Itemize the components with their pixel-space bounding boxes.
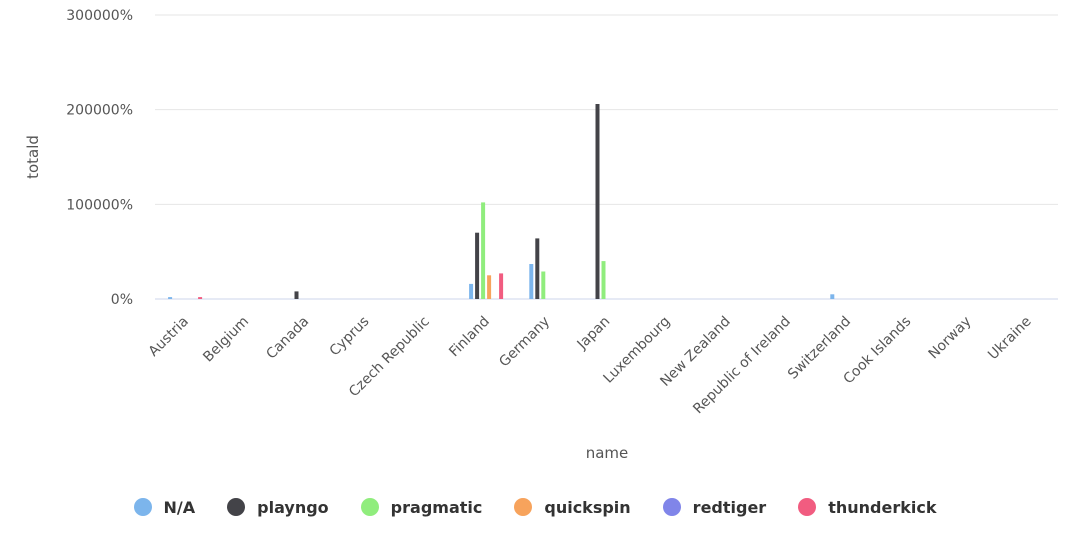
- legend-item-pragmatic[interactable]: pragmatic: [360, 497, 483, 517]
- legend-label: quickspin: [544, 497, 631, 517]
- legend-marker: [514, 498, 533, 516]
- x-tick-label: Belgium: [200, 314, 252, 366]
- y-axis-title: totald: [24, 135, 42, 179]
- bar-na-switzerland[interactable]: [830, 294, 835, 299]
- x-tick-label: Finland: [446, 314, 493, 361]
- legend-item-na[interactable]: N/A: [133, 497, 196, 517]
- chart: 0% 100000% 200000% 300000% Austria Belgium Ca…: [24, 8, 1058, 462]
- legend-marker: [133, 498, 152, 516]
- legend-item-playngo[interactable]: playngo: [227, 498, 329, 517]
- x-axis-title: name: [586, 444, 629, 462]
- x-tick-label: Ukraine: [985, 314, 1035, 364]
- y-tick-label: 0%: [111, 292, 133, 308]
- bars: [168, 104, 835, 300]
- bar-playngo-germany[interactable]: [535, 238, 540, 299]
- y-tick-label: 300000%: [66, 8, 133, 24]
- bar-pragmatic-japan[interactable]: [601, 261, 606, 299]
- bar-quickspin-finland[interactable]: [487, 275, 492, 299]
- bar-pragmatic-germany[interactable]: [541, 271, 546, 300]
- legend-item-redtiger[interactable]: redtiger: [662, 497, 767, 517]
- legend-label: thunderkick: [828, 497, 937, 517]
- bar-playngo-canada[interactable]: [294, 291, 299, 299]
- x-tick-label: Japan: [574, 314, 614, 354]
- legend-item-thunderkick[interactable]: thunderkick: [798, 498, 936, 517]
- x-tick-label: Germany: [496, 314, 553, 371]
- legend: N/A playngo pragmatic quickspin redtiger thun…: [0, 492, 1070, 522]
- legend-marker: [798, 498, 817, 516]
- legend-marker: [227, 498, 246, 516]
- legend-label: playngo: [257, 497, 329, 517]
- y-tick-label: 200000%: [66, 103, 133, 119]
- y-tick-label: 100000%: [66, 197, 133, 213]
- bar-na-finland[interactable]: [469, 283, 474, 299]
- bar-na-germany[interactable]: [529, 264, 534, 299]
- legend-item-quickspin[interactable]: quickspin: [514, 497, 631, 517]
- legend-marker: [360, 498, 379, 516]
- x-tick-label: Austria: [146, 314, 192, 360]
- y-axis-ticks: 0% 100000% 200000% 300000%: [66, 8, 133, 308]
- bar-playngo-finland[interactable]: [475, 232, 480, 299]
- grid-lines: [155, 14, 1058, 300]
- x-tick-label: Norway: [926, 314, 975, 363]
- legend-label: pragmatic: [390, 497, 483, 517]
- bar-thunderkick-austria[interactable]: [198, 297, 203, 299]
- legend-marker: [662, 498, 681, 516]
- bar-thunderkick-finland[interactable]: [499, 273, 504, 299]
- legend-label: N/A: [163, 497, 196, 517]
- bar-pragmatic-finland[interactable]: [481, 202, 486, 299]
- bar-na-austria[interactable]: [168, 297, 173, 299]
- x-tick-label: Canada: [263, 314, 312, 363]
- legend-label: redtiger: [692, 497, 767, 517]
- x-tick-label: Cyprus: [327, 314, 373, 360]
- bar-playngo-japan[interactable]: [595, 104, 600, 299]
